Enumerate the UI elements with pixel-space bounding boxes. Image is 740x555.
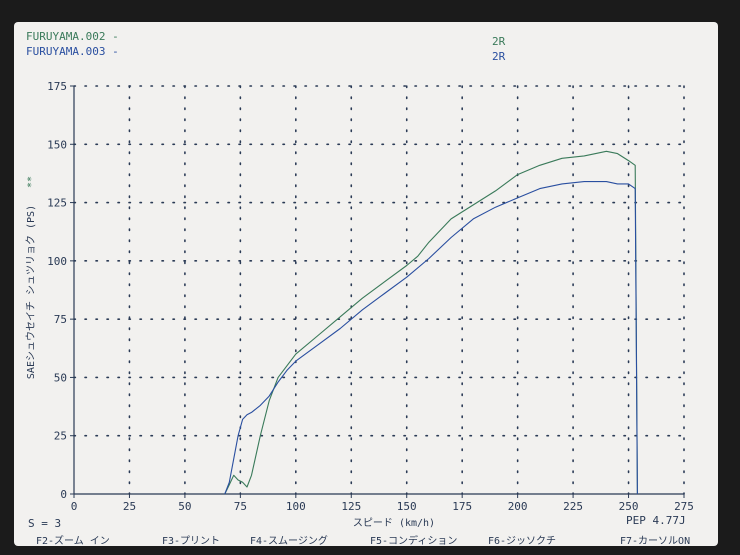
series-line-2: [224, 181, 638, 495]
f3-print-key[interactable]: F3-プリント: [162, 536, 221, 546]
y-tick-label: 175: [47, 80, 67, 93]
smoothing-status: S = 3: [28, 517, 61, 530]
y-tick-label: 0: [60, 488, 67, 501]
x-tick-label: 0: [71, 500, 78, 513]
power-chart: 0 25 50 75 100 125 150 175 200 225 250 275 0 25 50 75 10…: [25, 80, 694, 530]
x-tick-label: 175: [452, 500, 472, 513]
legend-entry-2: FURUYAMA.003 -: [26, 45, 119, 58]
y-tick-label: 125: [47, 197, 67, 210]
axes: [73, 86, 684, 495]
tick-labels: 0 25 50 75 100 125 150 175 200 225 250 275 0 25 50 75 10…: [47, 80, 694, 513]
f7-cursor-on-key[interactable]: F7-カーソルON: [620, 536, 691, 546]
y-tick-label: 100: [47, 255, 67, 268]
y-axis-label: SAEシュウセイチ シュツリョク (PS): [25, 205, 37, 379]
f5-condition-key[interactable]: F5-コンディション: [370, 536, 458, 546]
series-group: [224, 150, 638, 495]
y-tick-label: 25: [54, 430, 67, 443]
x-tick-label: 150: [397, 500, 417, 513]
dyno-screen: FURUYAMA.002 - FURUYAMA.003 - 2R 2R 0 25 5…: [14, 22, 718, 546]
pep-status: PEP 4.77J: [626, 514, 686, 527]
f2-zoom-in-key[interactable]: F2-ズーム イン: [36, 536, 110, 546]
x-tick-label: 75: [234, 500, 247, 513]
x-tick-label: 200: [508, 500, 528, 513]
legend-entry-1: FURUYAMA.002 -: [26, 30, 119, 43]
run-tag-2: 2R: [492, 50, 506, 63]
series-line-1: [224, 150, 638, 495]
x-axis-label: スピード (km/h): [353, 517, 435, 529]
x-tick-label: 50: [178, 500, 191, 513]
x-tick-label: 100: [286, 500, 306, 513]
x-tick-label: 125: [341, 500, 361, 513]
x-tick-label: 250: [619, 500, 639, 513]
y-tick-label: 50: [54, 371, 67, 384]
y-tick-label: 75: [54, 313, 67, 326]
function-key-bar: F2-ズーム イン F3-プリント F4-スムージング F5-コンディション F…: [14, 529, 718, 546]
f4-smoothing-key[interactable]: F4-スムージング: [250, 536, 328, 546]
y-axis-marker: **: [26, 176, 37, 188]
f6-measured-key[interactable]: F6-ジッソクチ: [488, 536, 557, 546]
x-tick-label: 25: [123, 500, 136, 513]
grid: [73, 85, 685, 495]
y-tick-label: 150: [47, 138, 67, 151]
x-tick-label: 275: [674, 500, 694, 513]
x-tick-label: 225: [563, 500, 583, 513]
run-tag-1: 2R: [492, 35, 506, 48]
